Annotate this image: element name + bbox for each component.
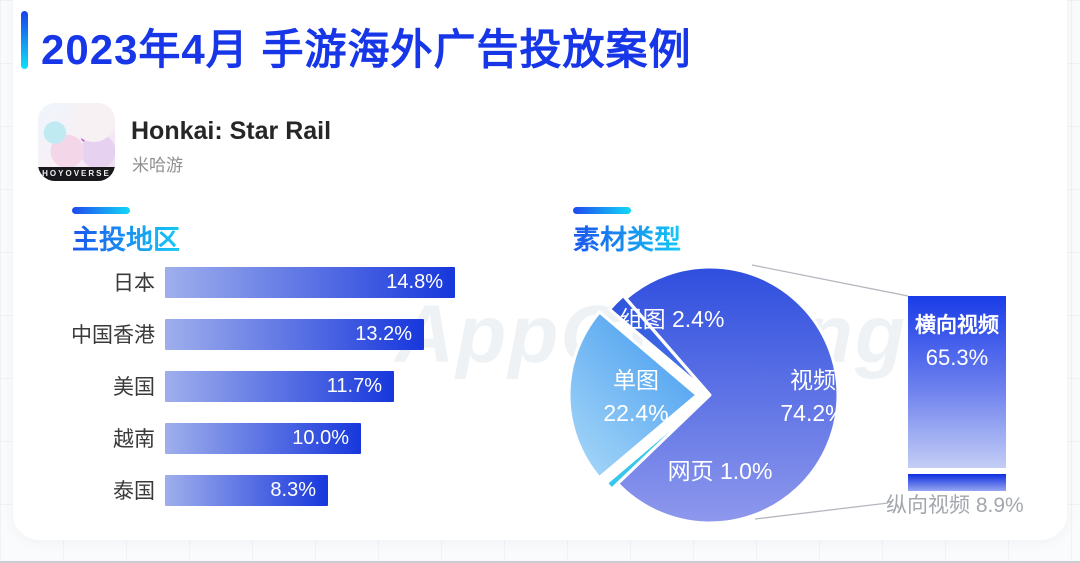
pie-slice-single-image [567,310,699,480]
bar-category-label: 中国香港 [71,324,155,347]
bar-row: 越南 10.0% [60,412,480,464]
horizontal-video-segment: 横向视频 65.3% [908,296,1006,468]
pie-label-webpage: 网页 1.0% [667,458,773,484]
bar-value-label: 13.2% [355,322,412,345]
pie-slice-image-group [608,294,709,394]
bar-value-label: 8.3% [270,478,316,501]
bar-category-label: 越南 [113,428,155,451]
page-title: 2023年4月 手游海外广告投放案例 [41,26,692,73]
app-icon: HOYOVERSE [38,103,115,181]
pie-label-image-group: 组图 2.4% [619,306,725,332]
materials-pie-chart [560,245,870,545]
materials-heading-accent [573,207,631,214]
bar-row: 中国香港 13.2% [60,308,480,360]
horizontal-video-value: 65.3% [925,345,989,370]
bar: 14.8% [165,266,455,298]
title-accent-bar [21,11,28,69]
bar-value-label: 11.7% [326,374,382,397]
pie-label-video: 视频 74.2% [780,367,846,426]
materials-heading: 素材类型 [573,218,681,257]
pie-slice-webpage [604,398,706,491]
regions-bar-chart: 日本 14.8% 中国香港 13.2% 美国 11.7% 越南 10.0% 泰国 8.3% [60,256,480,516]
regions-heading-accent [72,207,130,214]
pie-label-single-image: 单图 22.4% [603,367,669,426]
app-name: Honkai: Star Rail [131,117,332,145]
bar-row: 日本 14.8% [60,256,480,308]
pie-slice-video [616,265,840,525]
bar-value-label: 14.8% [386,270,443,293]
bar: 10.0% [165,422,361,454]
bar: 13.2% [165,318,424,350]
vertical-video-segment [908,474,1006,491]
horizontal-video-label: 横向视频 [915,314,999,337]
app-icon-banner: HOYOVERSE [38,167,115,181]
bar: 8.3% [165,474,328,506]
app-publisher: 米哈游 [132,156,183,175]
horizontal-video-callout-bar: 横向视频 65.3% [908,296,1006,491]
bar-row: 美国 11.7% [60,360,480,412]
bar-category-label: 日本 [113,272,155,295]
bar-category-label: 美国 [113,376,155,399]
bar-row: 泰国 8.3% [60,464,480,516]
bar-category-label: 泰国 [113,480,155,503]
bar-value-label: 10.0% [292,426,349,449]
bar: 11.7% [165,370,394,402]
vertical-video-label: 纵向视频 8.9% [886,494,1024,517]
slide-bottom-edge [0,561,1080,563]
regions-heading: 主投地区 [72,218,180,257]
